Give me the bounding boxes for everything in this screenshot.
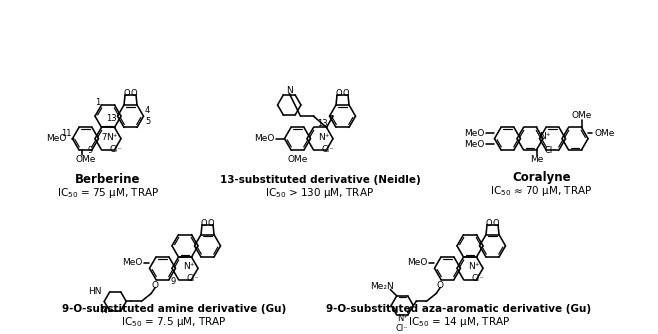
Text: O: O bbox=[208, 219, 215, 228]
Text: OMe: OMe bbox=[571, 111, 592, 120]
Text: 5: 5 bbox=[145, 117, 150, 126]
Text: Cl⁻: Cl⁻ bbox=[322, 145, 334, 154]
Text: N⁺: N⁺ bbox=[468, 263, 480, 272]
Text: OMe: OMe bbox=[75, 155, 95, 164]
Text: O: O bbox=[201, 219, 207, 228]
Text: 13-substituted derivative (Neidle): 13-substituted derivative (Neidle) bbox=[220, 175, 420, 185]
Text: 9: 9 bbox=[88, 146, 93, 155]
Text: MeO: MeO bbox=[464, 129, 484, 138]
Text: MeO: MeO bbox=[254, 134, 274, 143]
Text: N: N bbox=[286, 86, 293, 95]
Text: O: O bbox=[336, 90, 342, 99]
Text: O: O bbox=[493, 219, 499, 228]
Text: 11: 11 bbox=[61, 129, 72, 138]
Text: 9-Ο-substituted amine derivative (Gu): 9-Ο-substituted amine derivative (Gu) bbox=[62, 304, 286, 314]
Text: 9: 9 bbox=[171, 277, 176, 286]
Text: N⁺: N⁺ bbox=[540, 132, 551, 141]
Text: O: O bbox=[486, 219, 492, 228]
Text: N⁺: N⁺ bbox=[318, 133, 330, 142]
Text: 9-Ο-substituted aza-aromatic derivative (Gu): 9-Ο-substituted aza-aromatic derivative … bbox=[326, 304, 592, 314]
Text: O: O bbox=[437, 281, 443, 290]
Text: 4: 4 bbox=[145, 106, 150, 115]
Text: OMe: OMe bbox=[594, 129, 615, 138]
Text: N⁺: N⁺ bbox=[106, 133, 118, 142]
Text: N⁺: N⁺ bbox=[397, 314, 408, 323]
Text: IC$_{50}$ > 130 μM, TRAP: IC$_{50}$ > 130 μM, TRAP bbox=[265, 186, 374, 200]
Text: OMe: OMe bbox=[288, 155, 308, 164]
Text: O: O bbox=[131, 90, 138, 99]
Text: IC$_{50}$ = 14 μM, TRAP: IC$_{50}$ = 14 μM, TRAP bbox=[407, 315, 510, 329]
Text: MeO: MeO bbox=[464, 140, 484, 149]
Text: O: O bbox=[343, 90, 349, 99]
Text: 1: 1 bbox=[95, 99, 100, 108]
Text: MeO: MeO bbox=[122, 258, 143, 267]
Text: HN: HN bbox=[88, 288, 102, 296]
Text: MeO: MeO bbox=[407, 258, 428, 267]
Text: Berberine: Berberine bbox=[75, 173, 141, 186]
Text: N⁺: N⁺ bbox=[183, 263, 195, 272]
Text: 13: 13 bbox=[106, 114, 116, 123]
Text: Me₂N: Me₂N bbox=[370, 282, 394, 291]
Text: 7: 7 bbox=[101, 133, 107, 142]
Text: MeO: MeO bbox=[46, 134, 66, 143]
Text: Coralyne: Coralyne bbox=[512, 171, 570, 184]
Text: IC$_{50}$ ≈ 70 μM, TRAP: IC$_{50}$ ≈ 70 μM, TRAP bbox=[490, 184, 592, 198]
Text: IC$_{50}$ = 7.5 μM, TRAP: IC$_{50}$ = 7.5 μM, TRAP bbox=[121, 315, 226, 329]
Text: Cl⁻: Cl⁻ bbox=[545, 146, 557, 155]
Text: Cl⁻: Cl⁻ bbox=[472, 275, 484, 284]
Text: N: N bbox=[100, 307, 107, 316]
Text: 13: 13 bbox=[316, 119, 327, 128]
Text: Me: Me bbox=[530, 155, 544, 164]
Text: O: O bbox=[152, 281, 159, 290]
Text: Cl⁻: Cl⁻ bbox=[110, 145, 122, 154]
Text: IC$_{50}$ = 75 μM, TRAP: IC$_{50}$ = 75 μM, TRAP bbox=[57, 186, 159, 200]
Text: O: O bbox=[124, 90, 130, 99]
Text: Cl⁻: Cl⁻ bbox=[187, 275, 199, 284]
Text: Cl⁻: Cl⁻ bbox=[396, 324, 409, 333]
